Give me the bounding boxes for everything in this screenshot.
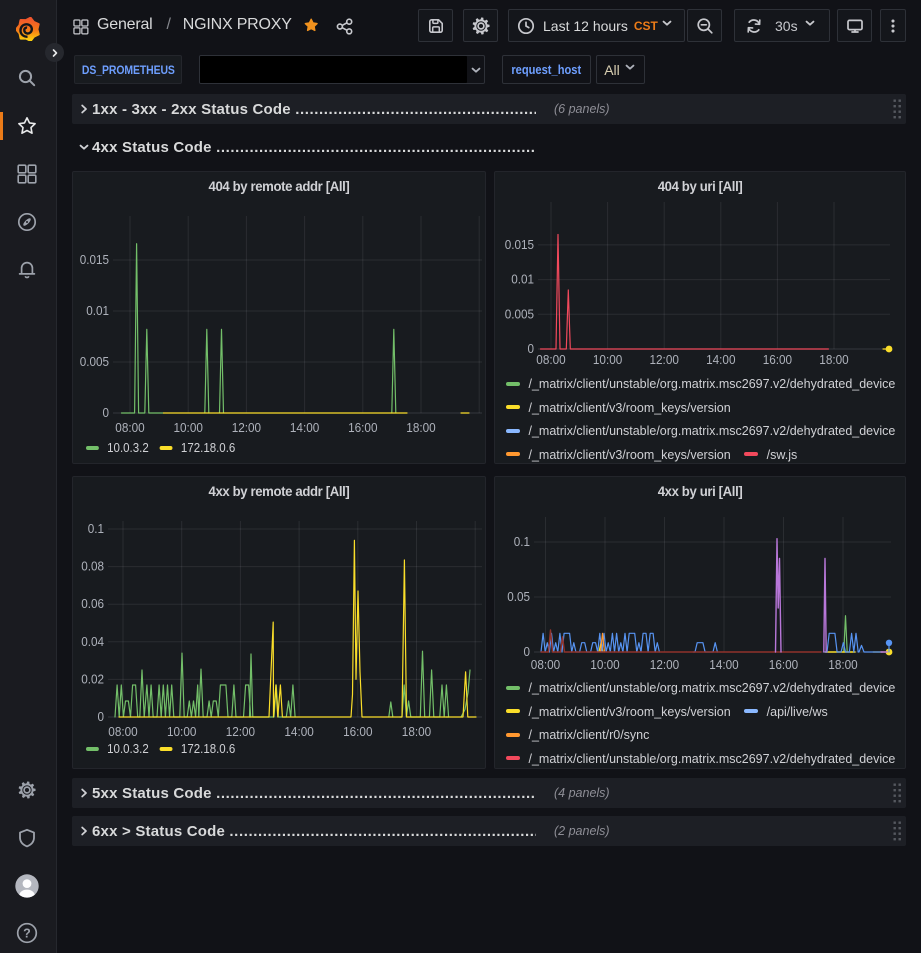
svg-text:08:00: 08:00 — [108, 724, 137, 739]
svg-text:0.01: 0.01 — [86, 303, 109, 318]
svg-text:0.05: 0.05 — [507, 589, 530, 604]
svg-text:12:00: 12:00 — [650, 352, 679, 367]
svg-text:0: 0 — [528, 341, 535, 356]
svg-text:0.1: 0.1 — [514, 534, 530, 549]
svg-text:16:00: 16:00 — [343, 724, 372, 739]
svg-text:0.1: 0.1 — [88, 521, 104, 536]
svg-text:12:00: 12:00 — [232, 420, 261, 435]
svg-text:12:00: 12:00 — [650, 657, 679, 672]
svg-text:14:00: 14:00 — [284, 724, 313, 739]
svg-text:08:00: 08:00 — [536, 352, 565, 367]
svg-text:0: 0 — [98, 709, 105, 724]
svg-text:0.015: 0.015 — [80, 252, 109, 267]
svg-text:0: 0 — [103, 405, 110, 420]
svg-text:10:00: 10:00 — [590, 657, 619, 672]
svg-text:0.01: 0.01 — [511, 272, 534, 287]
svg-text:16:00: 16:00 — [348, 420, 377, 435]
svg-text:10:00: 10:00 — [174, 420, 203, 435]
svg-text:08:00: 08:00 — [531, 657, 560, 672]
svg-text:0.08: 0.08 — [81, 559, 104, 574]
svg-text:0.015: 0.015 — [505, 237, 534, 252]
svg-text:12:00: 12:00 — [226, 724, 255, 739]
svg-text:18:00: 18:00 — [828, 657, 857, 672]
svg-text:16:00: 16:00 — [769, 657, 798, 672]
svg-text:0.005: 0.005 — [80, 354, 109, 369]
svg-text:10:00: 10:00 — [593, 352, 622, 367]
svg-text:0.005: 0.005 — [505, 306, 534, 321]
svg-text:18:00: 18:00 — [406, 420, 435, 435]
svg-text:16:00: 16:00 — [763, 352, 792, 367]
svg-text:14:00: 14:00 — [706, 352, 735, 367]
svg-text:0.02: 0.02 — [81, 671, 104, 686]
svg-text:14:00: 14:00 — [709, 657, 738, 672]
svg-text:0: 0 — [524, 644, 531, 659]
svg-text:08:00: 08:00 — [115, 420, 144, 435]
svg-text:0.04: 0.04 — [81, 634, 104, 649]
svg-text:14:00: 14:00 — [290, 420, 319, 435]
svg-text:10:00: 10:00 — [167, 724, 196, 739]
svg-text:?: ? — [23, 927, 31, 941]
svg-text:18:00: 18:00 — [819, 352, 848, 367]
svg-text:18:00: 18:00 — [402, 724, 431, 739]
svg-text:0.06: 0.06 — [81, 596, 104, 611]
